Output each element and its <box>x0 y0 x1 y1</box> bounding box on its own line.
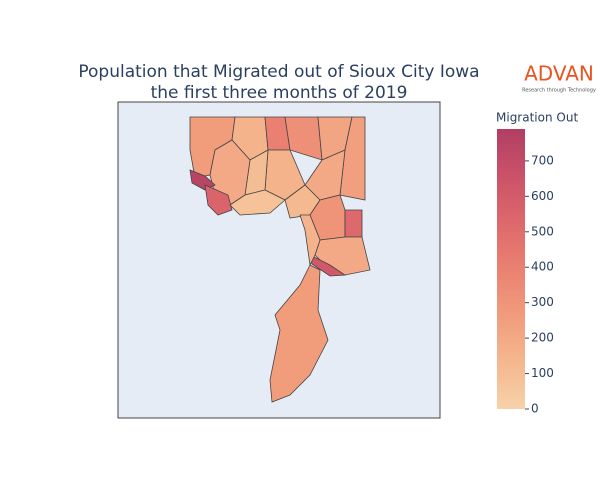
colorbar-tick-label: 200 <box>531 331 554 345</box>
logo-tagline: Research through Technology <box>522 88 596 94</box>
colorbar-tick-label: 700 <box>531 153 554 167</box>
region <box>269 264 329 403</box>
colorbar-tick-label: 500 <box>531 224 554 238</box>
region <box>339 116 366 201</box>
region <box>299 214 321 267</box>
chart-title: Population that Migrated out of Sioux Ci… <box>78 62 479 82</box>
colorbar-tick-label: 300 <box>531 295 554 309</box>
colorbar-title: Migration Out <box>496 111 578 125</box>
colorbar-tick-label: 0 <box>531 402 539 416</box>
chart-title: the first three months of 2019 <box>151 83 408 103</box>
colorbar <box>497 129 525 409</box>
logo-name: ADVAN <box>524 62 594 86</box>
colorbar-tick-label: 400 <box>531 260 554 274</box>
colorbar-tick-label: 100 <box>531 366 554 380</box>
colorbar-tick-label: 600 <box>531 189 554 203</box>
region <box>344 209 363 238</box>
region <box>204 184 233 216</box>
